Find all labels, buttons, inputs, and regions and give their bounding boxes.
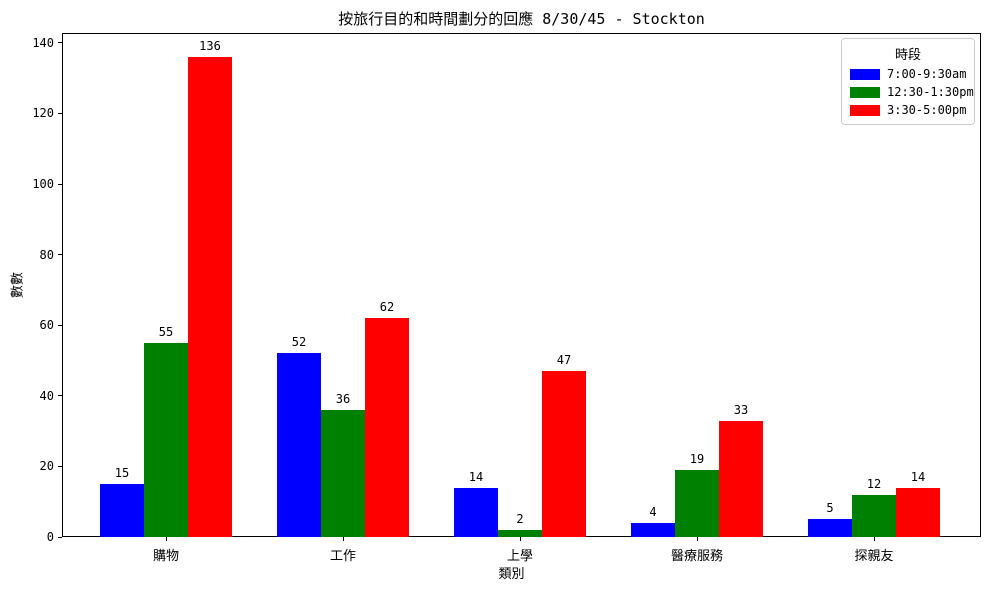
legend-entry: 12:30-1:30pm [850,85,974,99]
y-tick-label: 20 [39,459,54,474]
y-tick-label: 140 [32,35,54,50]
bar-value-label: 15 [114,466,130,481]
bar-value-label: 19 [689,451,705,466]
legend-entry-label: 12:30-1:30pm [887,85,974,99]
bar [277,353,321,537]
bar [631,522,675,537]
bar [100,484,144,537]
x-tick-label: 醫療服務 [670,549,723,564]
legend-entry: 3:30-5:00pm [850,103,966,117]
bar-value-label: 47 [556,353,572,368]
bar [542,371,586,537]
y-tick-mark [58,465,62,467]
y-tick-mark [58,254,62,256]
y-tick-mark [58,395,62,397]
y-axis-label: 數數 [10,271,26,299]
y-tick-label: 80 [39,247,54,262]
bar [188,57,232,537]
x-tick-label: 探親友 [854,549,894,564]
y-tick-label: 0 [46,530,54,544]
bar-value-label: 14 [468,469,484,484]
x-tick-mark [874,537,875,541]
legend-entry-label: 7:00-9:30am [887,67,967,81]
x-tick-mark [343,537,344,541]
bar-value-label: 55 [158,324,174,339]
bar [365,318,409,537]
legend-entries: 7:00-9:30am 12:30-1:30pm 3:30-5:00pm [850,67,974,117]
y-tick-label: 60 [39,318,54,333]
x-tick-label: 購物 [152,549,179,564]
legend-swatch [850,104,880,116]
y-tick-mark [58,536,62,538]
x-tick-mark [166,537,167,541]
y-tick-mark [58,324,62,326]
chart-title: 按旅行目的和時間劃分的回應 8/30/45 - Stockton [338,10,705,28]
bar [454,487,498,537]
bar-value-label: 136 [199,39,221,53]
bar [719,420,763,537]
x-axis-label: 類別 [498,567,525,582]
bar-value-label: 14 [910,469,926,484]
y-tick-label: 120 [32,106,54,121]
bar-value-label: 62 [379,300,395,315]
x-tick-mark [520,537,521,541]
x-tick-mark [697,537,698,541]
bar [321,409,365,537]
bar-value-label: 33 [733,402,749,417]
legend: 時段 7:00-9:30am 12:30-1:30pm 3:30-5:00pm [841,38,975,125]
y-tick-mark [58,112,62,114]
legend-swatch [850,68,880,80]
bar-value-label: 12 [866,476,882,491]
legend-title: 時段 [894,48,921,63]
bar-value-label: 2 [516,511,524,526]
legend-swatch [850,86,880,98]
legend-entry-label: 3:30-5:00pm [887,103,967,117]
bar-value-label: 4 [649,504,657,519]
bar [498,529,542,537]
bar [675,469,719,537]
y-tick-mark [58,42,62,44]
y-tick-mark [58,183,62,185]
legend-entry: 7:00-9:30am [850,67,966,81]
bar-value-label: 52 [291,335,307,350]
bar-value-label: 36 [335,391,351,406]
y-tick-label: 100 [32,177,54,192]
bar [896,487,940,537]
x-tick-label: 工作 [329,549,356,564]
y-tick-label: 40 [39,388,54,403]
bar [144,342,188,537]
bar-value-label: 5 [826,501,834,516]
bar [808,519,852,537]
bar [852,494,896,537]
x-tick-label: 上學 [506,549,533,564]
